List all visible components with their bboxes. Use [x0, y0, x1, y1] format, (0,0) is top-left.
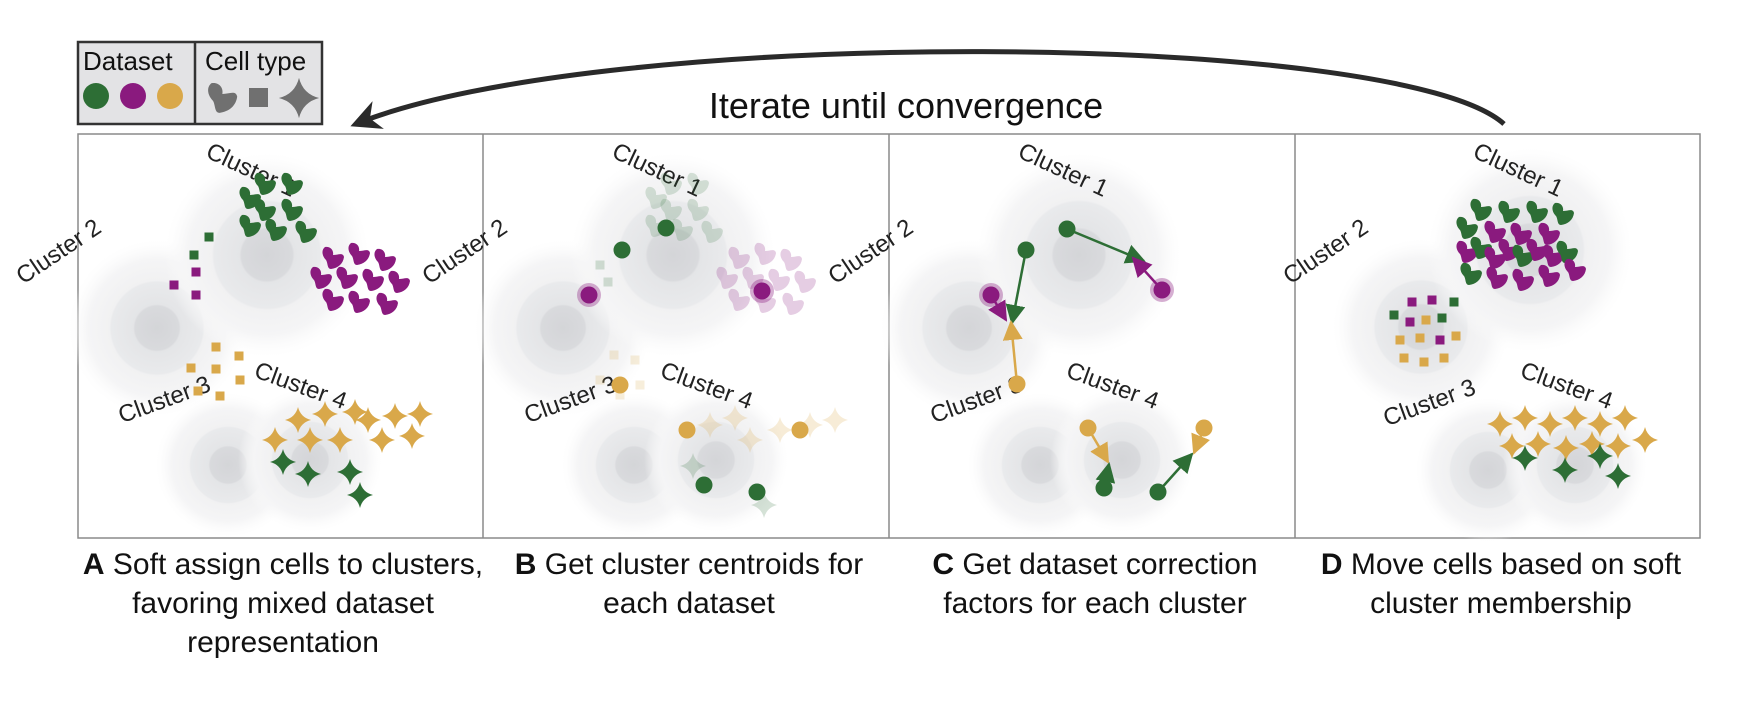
gold-square-cell-icon — [635, 380, 645, 390]
green-correction-arrow — [1066, 227, 1146, 264]
purple-blob-cell-icon — [782, 292, 804, 315]
green-centroid-dot — [1058, 220, 1076, 238]
gold-centroid-dot — [1008, 375, 1026, 393]
purple-blob-cell-icon — [374, 248, 396, 271]
caption-c: C Get dataset correction factors for eac… — [892, 545, 1298, 623]
green-centroid-dot — [1149, 483, 1167, 501]
gold-square-cell-icon — [1415, 333, 1425, 343]
cluster-halo — [1050, 388, 1194, 532]
purple-centroid-dot — [753, 282, 771, 300]
gold-square-cell-icon — [1399, 353, 1409, 363]
gold-star-cell-icon — [822, 407, 848, 433]
caption-text-d: Move cells based on soft cluster members… — [1350, 548, 1682, 620]
purple-square-cell-icon — [191, 290, 201, 300]
caption-a: A Soft assign cells to clusters, favorin… — [80, 545, 486, 662]
green-square-cell-icon — [1389, 310, 1399, 320]
purple-centroid-dot — [580, 286, 598, 304]
legend-dataset-green-dot — [83, 83, 109, 109]
gold-square-cell-icon — [1421, 315, 1431, 325]
gold-square-cell-icon — [595, 375, 605, 385]
caption-text-b: Get cluster centroids for each dataset — [544, 548, 864, 620]
gold-star-cell-icon — [407, 401, 433, 427]
gold-square-cell-icon — [234, 351, 244, 361]
purple-square-cell-icon — [1427, 295, 1437, 305]
legend-celltype-square-icon — [249, 88, 268, 107]
gold-correction-arrow — [1002, 320, 1023, 385]
legend-dataset-purple-dot — [120, 83, 146, 109]
green-centroid-dot — [1017, 241, 1035, 259]
green-centroid-dot — [695, 476, 713, 494]
gold-square-cell-icon — [193, 386, 203, 396]
gold-centroid-dot — [1079, 419, 1097, 437]
gold-star-cell-icon — [382, 403, 408, 429]
cluster-halo — [238, 388, 382, 532]
iterate-arrow — [350, 49, 1506, 129]
green-square-cell-icon — [204, 232, 214, 242]
purple-blob-cell-icon — [780, 248, 802, 271]
purple-centroid-dot — [1153, 281, 1171, 299]
iterate-label: Iterate until convergence — [709, 85, 1103, 126]
legend-celltype-title: Cell type — [205, 46, 306, 76]
gold-square-cell-icon — [235, 375, 245, 385]
purple-square-cell-icon — [169, 280, 179, 290]
panel-letter-c: C — [932, 548, 955, 581]
purple-square-cell-icon — [1405, 317, 1415, 327]
gold-star-cell-icon — [399, 423, 425, 449]
legend: Dataset Cell type — [76, 40, 324, 126]
legend-dataset-gold-dot — [157, 83, 183, 109]
gold-square-cell-icon — [630, 355, 640, 365]
green-centroid-dot — [657, 219, 675, 237]
purple-blob-cell-icon — [362, 268, 384, 291]
gold-square-cell-icon — [186, 363, 196, 373]
green-square-cell-icon — [595, 260, 605, 270]
cluster-halo — [571, 153, 775, 357]
gold-centroid-dot — [611, 376, 629, 394]
caption-text-a: Soft assign cells to clusters, favoring … — [112, 548, 484, 659]
legend-dataset-title: Dataset — [83, 46, 173, 76]
purple-blob-cell-icon — [794, 270, 816, 293]
purple-blob-cell-icon — [388, 270, 410, 293]
gold-centroid-dot — [678, 421, 696, 439]
green-square-cell-icon — [603, 277, 613, 287]
gold-square-cell-icon — [609, 350, 619, 360]
purple-centroid-dot — [982, 286, 1000, 304]
green-centroid-dot — [1095, 479, 1113, 497]
gold-centroid-dot — [1195, 419, 1213, 437]
cluster-halo — [165, 153, 369, 357]
purple-square-cell-icon — [1435, 335, 1445, 345]
gold-square-cell-icon — [615, 390, 625, 400]
gold-square-cell-icon — [1439, 353, 1449, 363]
panel-letter-b: B — [514, 548, 537, 581]
green-square-cell-icon — [1449, 297, 1459, 307]
gold-centroid-dot — [791, 421, 809, 439]
cluster-halo — [1503, 393, 1647, 537]
panel-letter-d: D — [1320, 548, 1343, 581]
gold-square-cell-icon — [1395, 335, 1405, 345]
caption-b: B Get cluster centroids for each dataset — [486, 545, 892, 623]
gold-square-cell-icon — [215, 391, 225, 401]
green-correction-arrow — [1005, 249, 1028, 325]
green-centroid-dot — [613, 241, 631, 259]
purple-blob-cell-icon — [376, 292, 398, 315]
gold-square-cell-icon — [211, 342, 221, 352]
caption-text-c: Get dataset correction factors for each … — [943, 548, 1258, 620]
gold-square-cell-icon — [211, 364, 221, 374]
green-square-cell-icon — [1437, 313, 1447, 323]
purple-square-cell-icon — [191, 267, 201, 277]
panel-letter-a: A — [82, 548, 105, 581]
gold-square-cell-icon — [1451, 331, 1461, 341]
caption-d: D Move cells based on soft cluster membe… — [1298, 545, 1704, 623]
green-centroid-dot — [748, 483, 766, 501]
cluster-halo — [977, 153, 1181, 357]
gold-square-cell-icon — [1419, 357, 1429, 367]
green-square-cell-icon — [189, 250, 199, 260]
purple-square-cell-icon — [1407, 297, 1417, 307]
